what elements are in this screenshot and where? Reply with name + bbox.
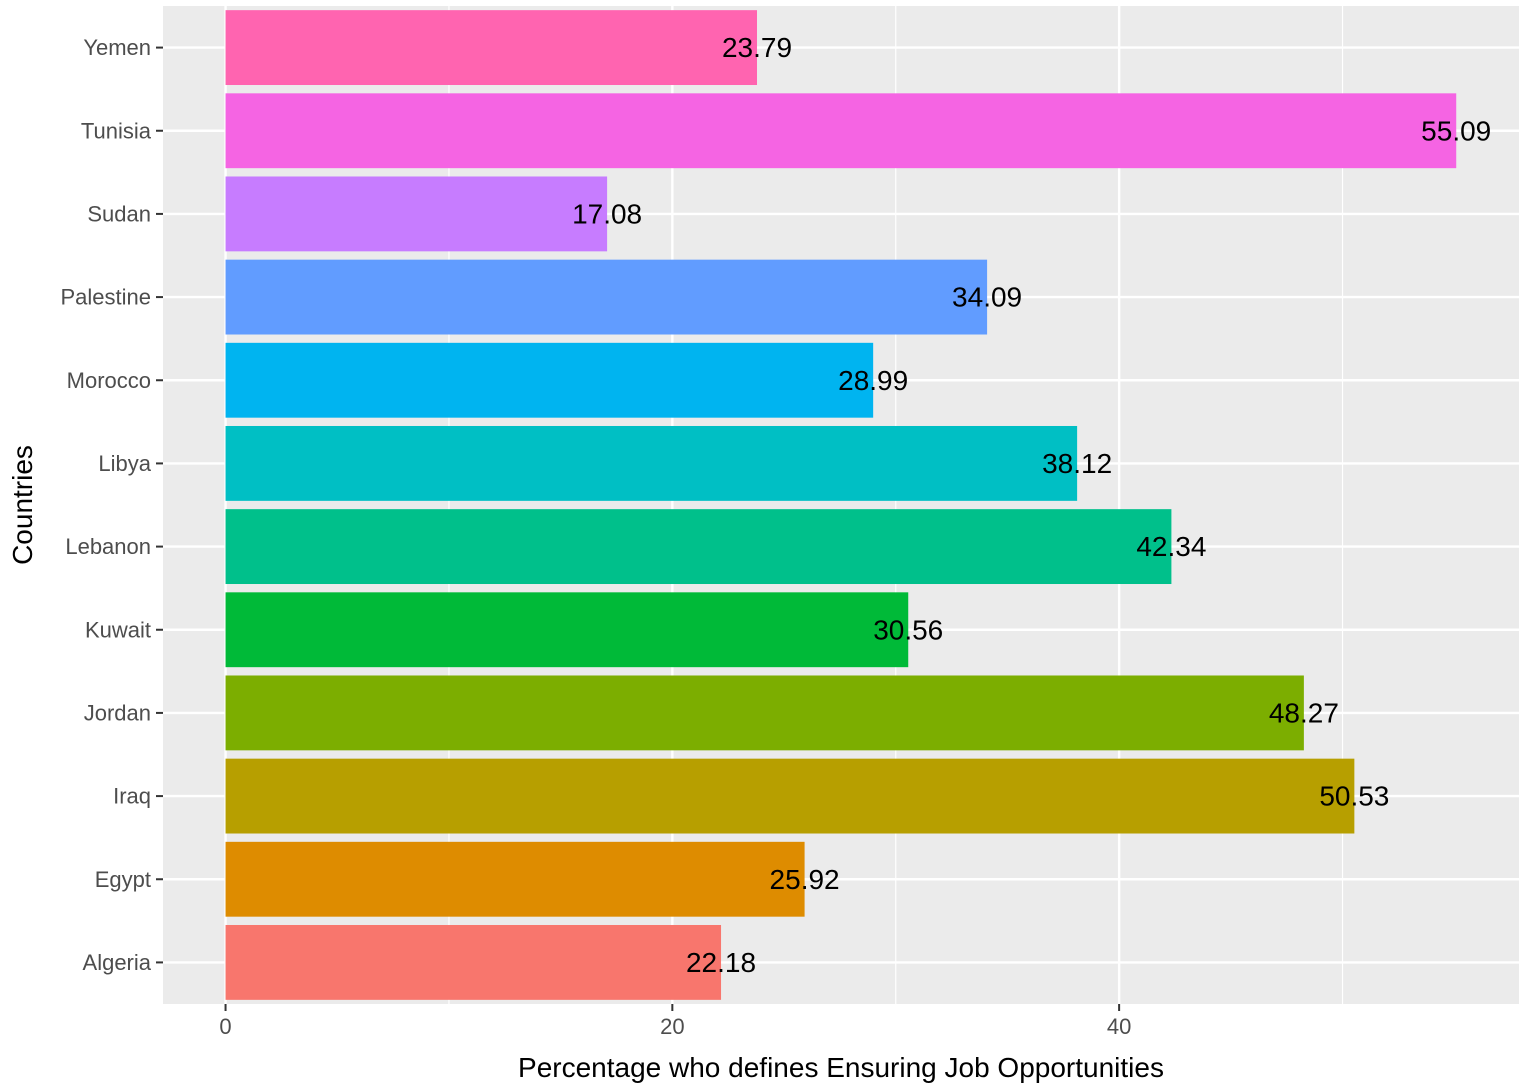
data-label-algeria: 22.18	[686, 947, 756, 978]
x-tick-label: 20	[660, 1014, 684, 1039]
bar-morocco	[225, 342, 874, 418]
x-axis: 0 20 40	[219, 1004, 1131, 1039]
y-tick-label-yemen: Yemen	[83, 35, 151, 60]
bar-kuwait	[225, 592, 909, 668]
y-tick-label-libya: Libya	[98, 451, 151, 476]
y-tick-label-egypt: Egypt	[95, 867, 151, 892]
y-tick-label-jordan: Jordan	[84, 700, 151, 725]
data-label-libya: 38.12	[1042, 448, 1112, 479]
bar-sudan	[225, 176, 608, 252]
bar-lebanon	[225, 509, 1172, 585]
y-tick-label-lebanon: Lebanon	[65, 534, 151, 559]
bar-libya	[225, 425, 1078, 501]
y-tick-label-sudan: Sudan	[87, 201, 151, 226]
x-axis-title: Percentage who defines Ensuring Job Oppo…	[518, 1052, 1164, 1083]
y-tick-label-iraq: Iraq	[113, 784, 151, 809]
y-axis: Algeria Egypt Iraq Jordan Kuwait Lebanon Libya…	[60, 35, 163, 975]
data-label-kuwait: 30.56	[873, 614, 943, 645]
data-label-morocco: 28.99	[838, 365, 908, 396]
data-label-yemen: 23.79	[722, 32, 792, 63]
bar-iraq	[225, 758, 1355, 834]
bar-egypt	[225, 841, 805, 917]
data-labels: 22.18 25.92 50.53 48.27 30.56 42.34 38.12 28.99…	[572, 32, 1491, 978]
bar-algeria	[225, 924, 722, 1000]
y-tick-label-morocco: Morocco	[67, 368, 151, 393]
plot-panel	[163, 6, 1519, 1004]
data-label-sudan: 17.08	[572, 198, 642, 229]
bar-jordan	[225, 675, 1304, 751]
x-tick-label: 40	[1107, 1014, 1131, 1039]
x-tick-label: 0	[219, 1014, 231, 1039]
bar-series	[225, 10, 1457, 1000]
y-tick-label-kuwait: Kuwait	[85, 617, 151, 642]
y-tick-label-palestine: Palestine	[60, 285, 151, 310]
data-label-egypt: 25.92	[770, 864, 840, 895]
bar-yemen	[225, 10, 758, 86]
y-tick-label-tunisia: Tunisia	[81, 118, 152, 143]
data-label-lebanon: 42.34	[1136, 531, 1206, 562]
grid-minor	[448, 6, 1344, 1004]
bar-tunisia	[225, 93, 1457, 169]
data-label-jordan: 48.27	[1269, 697, 1339, 728]
bar-palestine	[225, 259, 988, 335]
data-label-tunisia: 55.09	[1421, 115, 1491, 146]
data-label-iraq: 50.53	[1319, 781, 1389, 812]
y-tick-label-algeria: Algeria	[83, 950, 152, 975]
y-axis-title: Countries	[7, 445, 38, 565]
data-label-palestine: 34.09	[952, 282, 1022, 313]
